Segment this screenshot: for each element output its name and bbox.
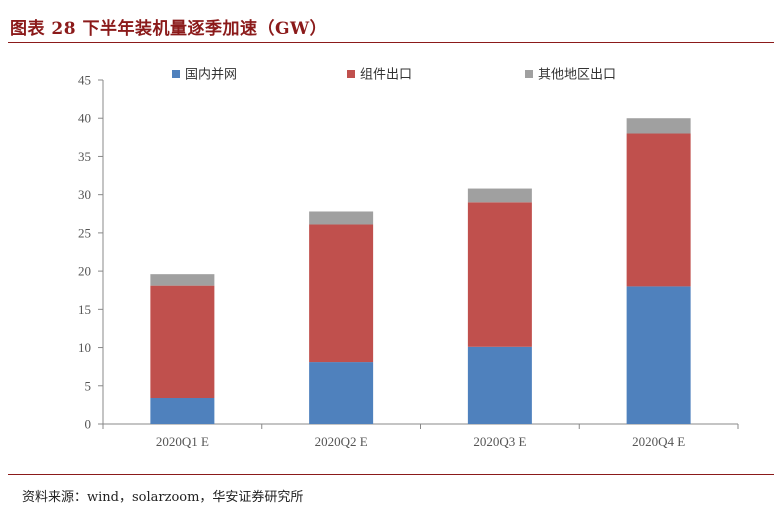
x-tick-label: 2020Q2 E: [315, 434, 368, 449]
bar-segment: [309, 211, 374, 225]
y-tick-label: 20: [78, 264, 91, 279]
bar-segment: [467, 202, 532, 347]
y-tick-label: 5: [85, 378, 92, 393]
chart-bars: [150, 118, 691, 424]
bar-segment: [150, 274, 215, 286]
chart-axes: 0 5 10 15 20 25 30 35 40 45 2020Q1 E 2020Q2 E 2020Q3…: [78, 73, 739, 449]
legend-label: 其他地区出口: [538, 68, 616, 83]
legend-swatch: [172, 70, 180, 78]
y-tick-label: 30: [78, 187, 91, 202]
legend-swatch: [525, 70, 533, 78]
y-tick-label: 10: [78, 340, 91, 355]
bar-segment: [467, 188, 532, 203]
y-tick-label: 45: [78, 73, 91, 88]
bar-segment: [626, 286, 691, 424]
y-tick-label: 35: [78, 149, 91, 164]
title-divider: [8, 42, 774, 43]
bar-segment: [309, 224, 374, 363]
legend-swatch: [347, 70, 355, 78]
y-tick-label: 25: [78, 225, 91, 240]
y-tick-label: 0: [85, 417, 92, 432]
bar-segment: [467, 346, 532, 424]
legend-label: 国内并网: [185, 67, 237, 83]
source-note: 资料来源：wind，solarzoom，华安证券研究所: [22, 490, 304, 505]
legend-label: 组件出口: [360, 68, 412, 83]
x-tick-label: 2020Q3 E: [473, 434, 526, 449]
chart-legend: 国内并网 组件出口 其他地区出口: [172, 67, 616, 83]
bar-segment: [150, 398, 215, 424]
bar-segment: [309, 362, 374, 424]
figure-title: 图表 28 下半年装机量逐季加速（GW）: [10, 19, 328, 39]
y-tick-label: 15: [78, 302, 91, 317]
bar-segment: [150, 285, 215, 399]
bar-segment: [626, 133, 691, 287]
bar-segment: [626, 118, 691, 134]
y-tick-label: 40: [78, 111, 91, 126]
x-tick-label: 2020Q4 E: [632, 434, 685, 449]
footer-divider: [8, 474, 774, 475]
x-tick-label: 2020Q1 E: [156, 434, 209, 449]
